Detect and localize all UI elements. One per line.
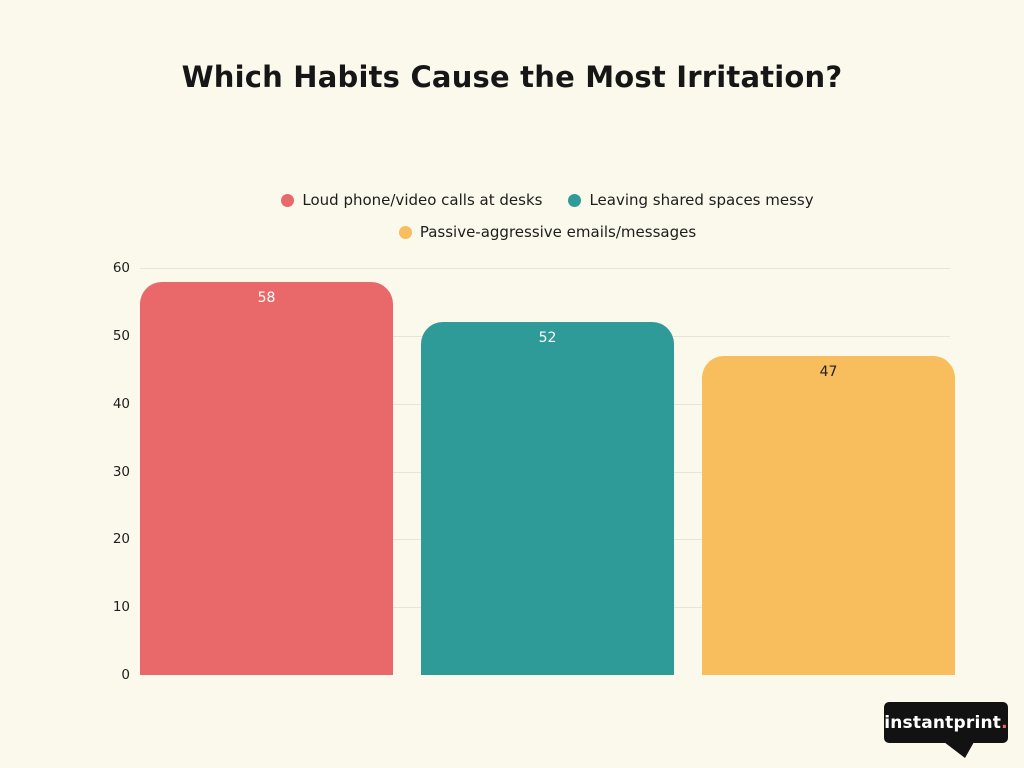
gridline-60 bbox=[140, 268, 950, 269]
bar-passive-aggressive-emails-messages: 47 bbox=[702, 356, 955, 675]
bar-leaving-shared-spaces-messy: 52 bbox=[421, 322, 674, 675]
instantprint-logo: instantprint. bbox=[884, 702, 1008, 758]
y-axis-tick-label: 40 bbox=[112, 395, 130, 412]
bar-value-label: 58 bbox=[257, 289, 276, 306]
legend-label: Passive-aggressive emails/messages bbox=[419, 223, 697, 241]
legend-dot-teal-icon bbox=[568, 193, 582, 207]
legend-row-1: Loud phone/video calls at desks Leaving … bbox=[281, 191, 814, 209]
instantprint-logo-text: instantprint. bbox=[884, 713, 1008, 733]
bar-loud-phone-video-calls-at-desks: 58 bbox=[140, 281, 393, 675]
legend-row-2: Passive-aggressive emails/messages bbox=[398, 223, 697, 241]
legend-dot-coral-icon bbox=[281, 193, 295, 207]
y-axis-tick-label: 60 bbox=[112, 260, 130, 276]
logo-period: . bbox=[1001, 712, 1008, 733]
y-axis-tick-label: 30 bbox=[112, 463, 130, 480]
legend-label: Leaving shared spaces messy bbox=[589, 191, 814, 209]
bar-value-label: 52 bbox=[538, 330, 557, 347]
chart-title: Which Habits Cause the Most Irritation? bbox=[181, 60, 843, 94]
y-axis-tick-label: 10 bbox=[112, 599, 130, 616]
legend-item-passive-aggressive: Passive-aggressive emails/messages bbox=[398, 223, 697, 241]
y-axis-tick-label: 20 bbox=[112, 531, 130, 548]
legend-dot-yellow-icon bbox=[398, 225, 412, 239]
legend-item-loud-calls: Loud phone/video calls at desks bbox=[281, 191, 542, 209]
legend-label: Loud phone/video calls at desks bbox=[302, 191, 543, 209]
logo-word: instantprint bbox=[884, 712, 1002, 733]
bar-value-label: 47 bbox=[819, 364, 838, 381]
y-axis-tick-label: 50 bbox=[112, 327, 130, 344]
legend-item-messy-spaces: Leaving shared spaces messy bbox=[568, 191, 814, 209]
chart-legend: Loud phone/video calls at desks Leaving … bbox=[140, 191, 955, 241]
y-axis-tick-label: 0 bbox=[121, 667, 130, 683]
